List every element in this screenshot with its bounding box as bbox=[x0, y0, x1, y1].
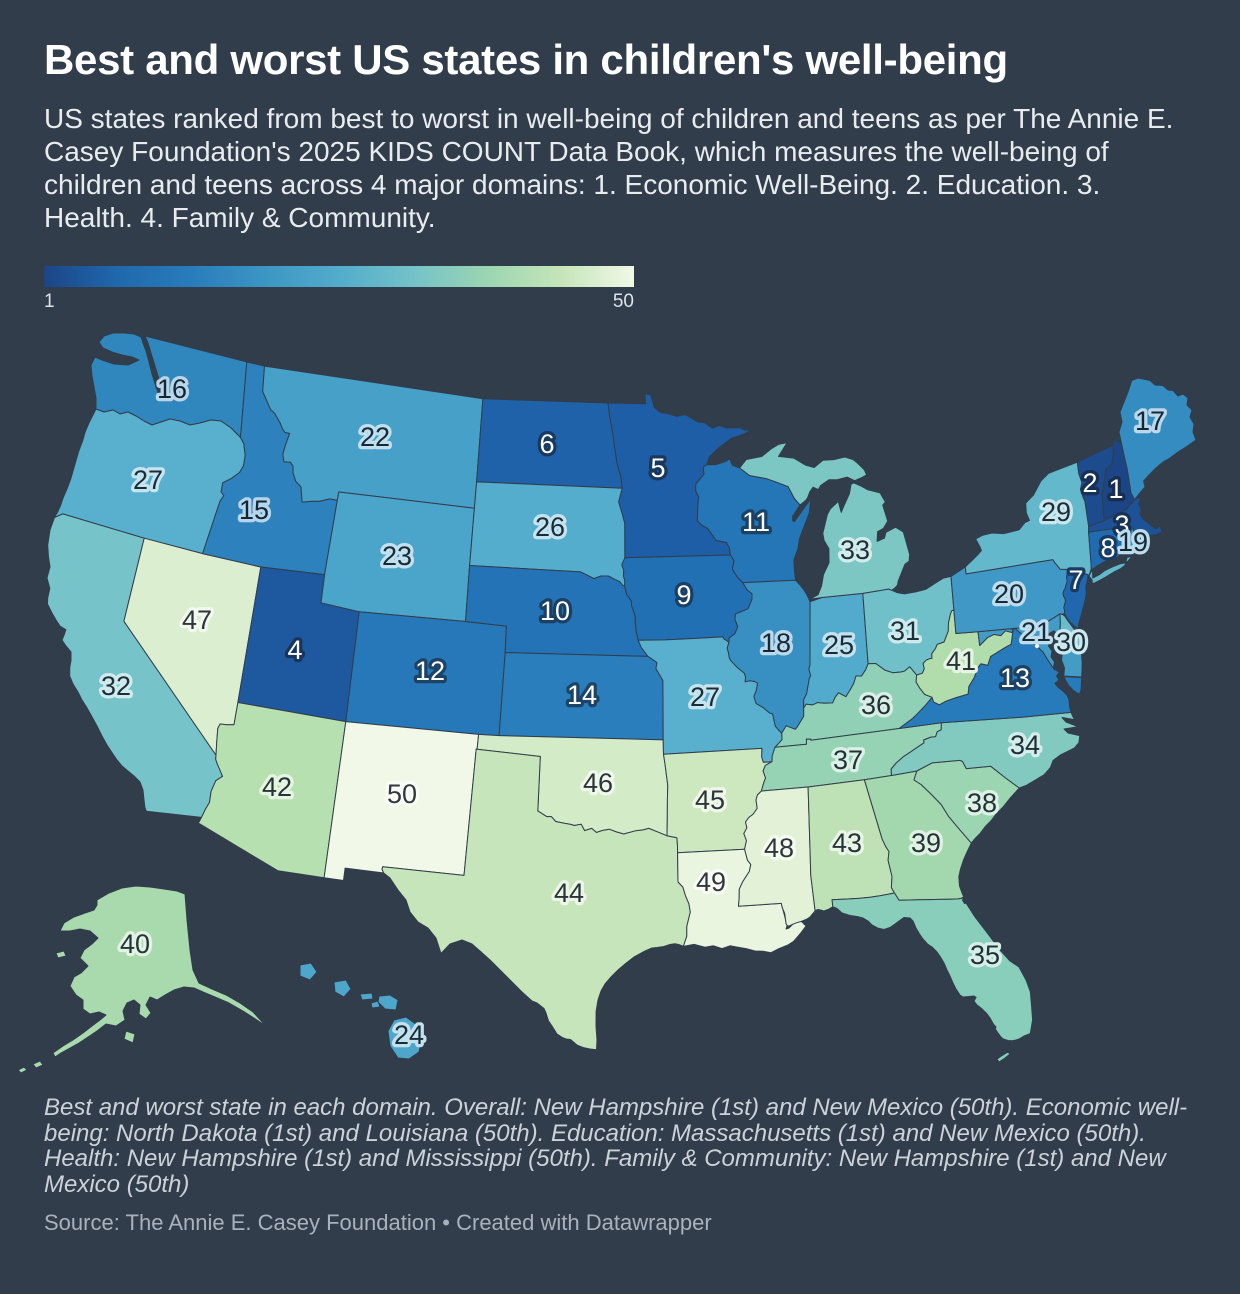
svg-text:23: 23 bbox=[382, 541, 412, 571]
svg-text:14: 14 bbox=[567, 680, 597, 710]
svg-text:31: 31 bbox=[890, 616, 920, 646]
svg-text:50: 50 bbox=[387, 779, 417, 809]
svg-text:3: 3 bbox=[1114, 510, 1129, 540]
svg-text:39: 39 bbox=[911, 828, 941, 858]
svg-text:41: 41 bbox=[946, 646, 976, 676]
svg-text:13: 13 bbox=[1000, 663, 1030, 693]
svg-text:15: 15 bbox=[239, 495, 269, 525]
svg-text:47: 47 bbox=[182, 605, 212, 635]
svg-text:21: 21 bbox=[1021, 617, 1051, 647]
svg-text:5: 5 bbox=[650, 453, 665, 483]
svg-text:1: 1 bbox=[1108, 474, 1123, 504]
svg-text:33: 33 bbox=[840, 535, 870, 565]
svg-text:42: 42 bbox=[262, 772, 292, 802]
svg-text:18: 18 bbox=[761, 628, 791, 658]
svg-text:10: 10 bbox=[540, 596, 570, 626]
svg-text:2: 2 bbox=[1082, 468, 1097, 498]
svg-text:16: 16 bbox=[157, 374, 187, 404]
svg-text:26: 26 bbox=[535, 512, 565, 542]
svg-text:8: 8 bbox=[1100, 533, 1115, 563]
svg-text:32: 32 bbox=[101, 671, 131, 701]
svg-text:11: 11 bbox=[742, 507, 770, 537]
svg-text:12: 12 bbox=[415, 656, 445, 686]
svg-text:36: 36 bbox=[861, 690, 891, 720]
svg-text:49: 49 bbox=[696, 867, 726, 897]
svg-text:43: 43 bbox=[832, 828, 862, 858]
svg-text:4: 4 bbox=[287, 635, 302, 665]
svg-text:6: 6 bbox=[539, 429, 554, 459]
svg-text:48: 48 bbox=[764, 833, 794, 863]
svg-text:27: 27 bbox=[690, 682, 720, 712]
svg-text:34: 34 bbox=[1010, 730, 1040, 760]
svg-text:17: 17 bbox=[1135, 406, 1165, 436]
svg-text:22: 22 bbox=[360, 422, 390, 452]
svg-text:37: 37 bbox=[833, 745, 863, 775]
svg-text:44: 44 bbox=[554, 878, 584, 908]
svg-text:30: 30 bbox=[1056, 627, 1086, 657]
svg-text:25: 25 bbox=[824, 630, 854, 660]
svg-text:27: 27 bbox=[133, 465, 163, 495]
svg-text:7: 7 bbox=[1068, 565, 1083, 595]
svg-text:46: 46 bbox=[583, 768, 613, 798]
svg-text:19: 19 bbox=[1118, 527, 1148, 557]
svg-text:45: 45 bbox=[695, 785, 725, 815]
svg-text:20: 20 bbox=[994, 579, 1024, 609]
svg-text:38: 38 bbox=[967, 788, 997, 818]
svg-text:9: 9 bbox=[676, 580, 691, 610]
svg-text:35: 35 bbox=[970, 940, 1000, 970]
svg-text:24: 24 bbox=[394, 1020, 424, 1050]
svg-text:40: 40 bbox=[120, 929, 150, 959]
svg-text:29: 29 bbox=[1041, 497, 1071, 527]
